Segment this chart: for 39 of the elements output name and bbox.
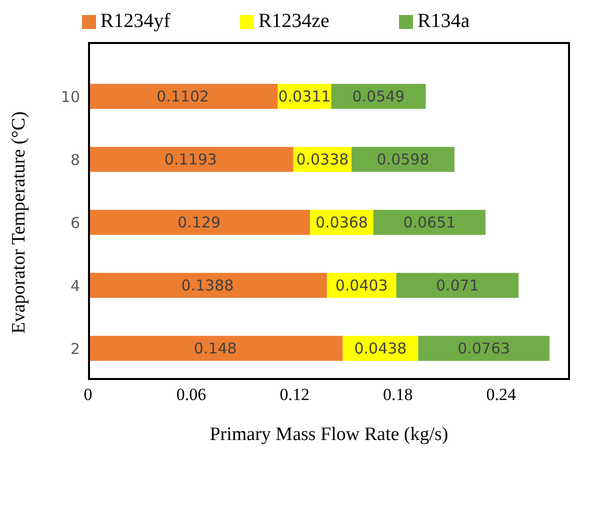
bar <box>88 210 310 235</box>
data-label: 0.1388 <box>181 276 234 295</box>
data-label: 0.0311 <box>278 88 331 106</box>
x-tick-label: 0.06 <box>176 385 206 404</box>
data-label: 0.0598 <box>376 150 430 169</box>
x-tick-label: 0.24 <box>486 385 517 404</box>
data-label: 0.0368 <box>315 214 368 232</box>
data-label: 0.1102 <box>156 88 210 106</box>
y-axis-title: Evaporator Temperature (°C) <box>8 111 30 334</box>
y-tick-label: 10 <box>60 88 80 106</box>
data-label: 0.0438 <box>354 340 407 358</box>
data-label: 0.1193 <box>164 150 217 169</box>
bar <box>418 336 550 361</box>
bar <box>352 146 454 172</box>
y-tick-label: 4 <box>70 276 80 295</box>
data-label: 0.071 <box>436 276 479 295</box>
x-axis-title: Primary Mass Flow Rate (kg/s) <box>210 424 448 445</box>
bar <box>88 84 278 109</box>
y-tick-label: 8 <box>70 150 80 169</box>
x-tick-label: 0.18 <box>382 385 413 404</box>
legend-label: R134a <box>417 10 470 32</box>
data-label: 0.129 <box>178 214 221 232</box>
bar <box>88 336 343 361</box>
data-label: 0.0651 <box>403 214 456 232</box>
bar <box>373 210 486 235</box>
y-tick-label: 2 <box>70 340 80 358</box>
legend-label: R1234ze <box>258 10 330 32</box>
bar <box>88 272 327 298</box>
bar <box>396 272 519 298</box>
x-tick-label: 0 <box>84 385 92 404</box>
data-label: 0.0549 <box>352 88 405 106</box>
y-tick-label: 6 <box>70 214 80 232</box>
legend-label: R1234yf <box>100 10 170 32</box>
data-label: 0.0338 <box>296 150 349 169</box>
data-label: 0.148 <box>194 340 237 358</box>
data-label: 0.0403 <box>335 276 388 295</box>
bar <box>88 146 294 172</box>
x-tick-label: 0.12 <box>280 385 310 404</box>
data-label: 0.0763 <box>458 340 510 358</box>
